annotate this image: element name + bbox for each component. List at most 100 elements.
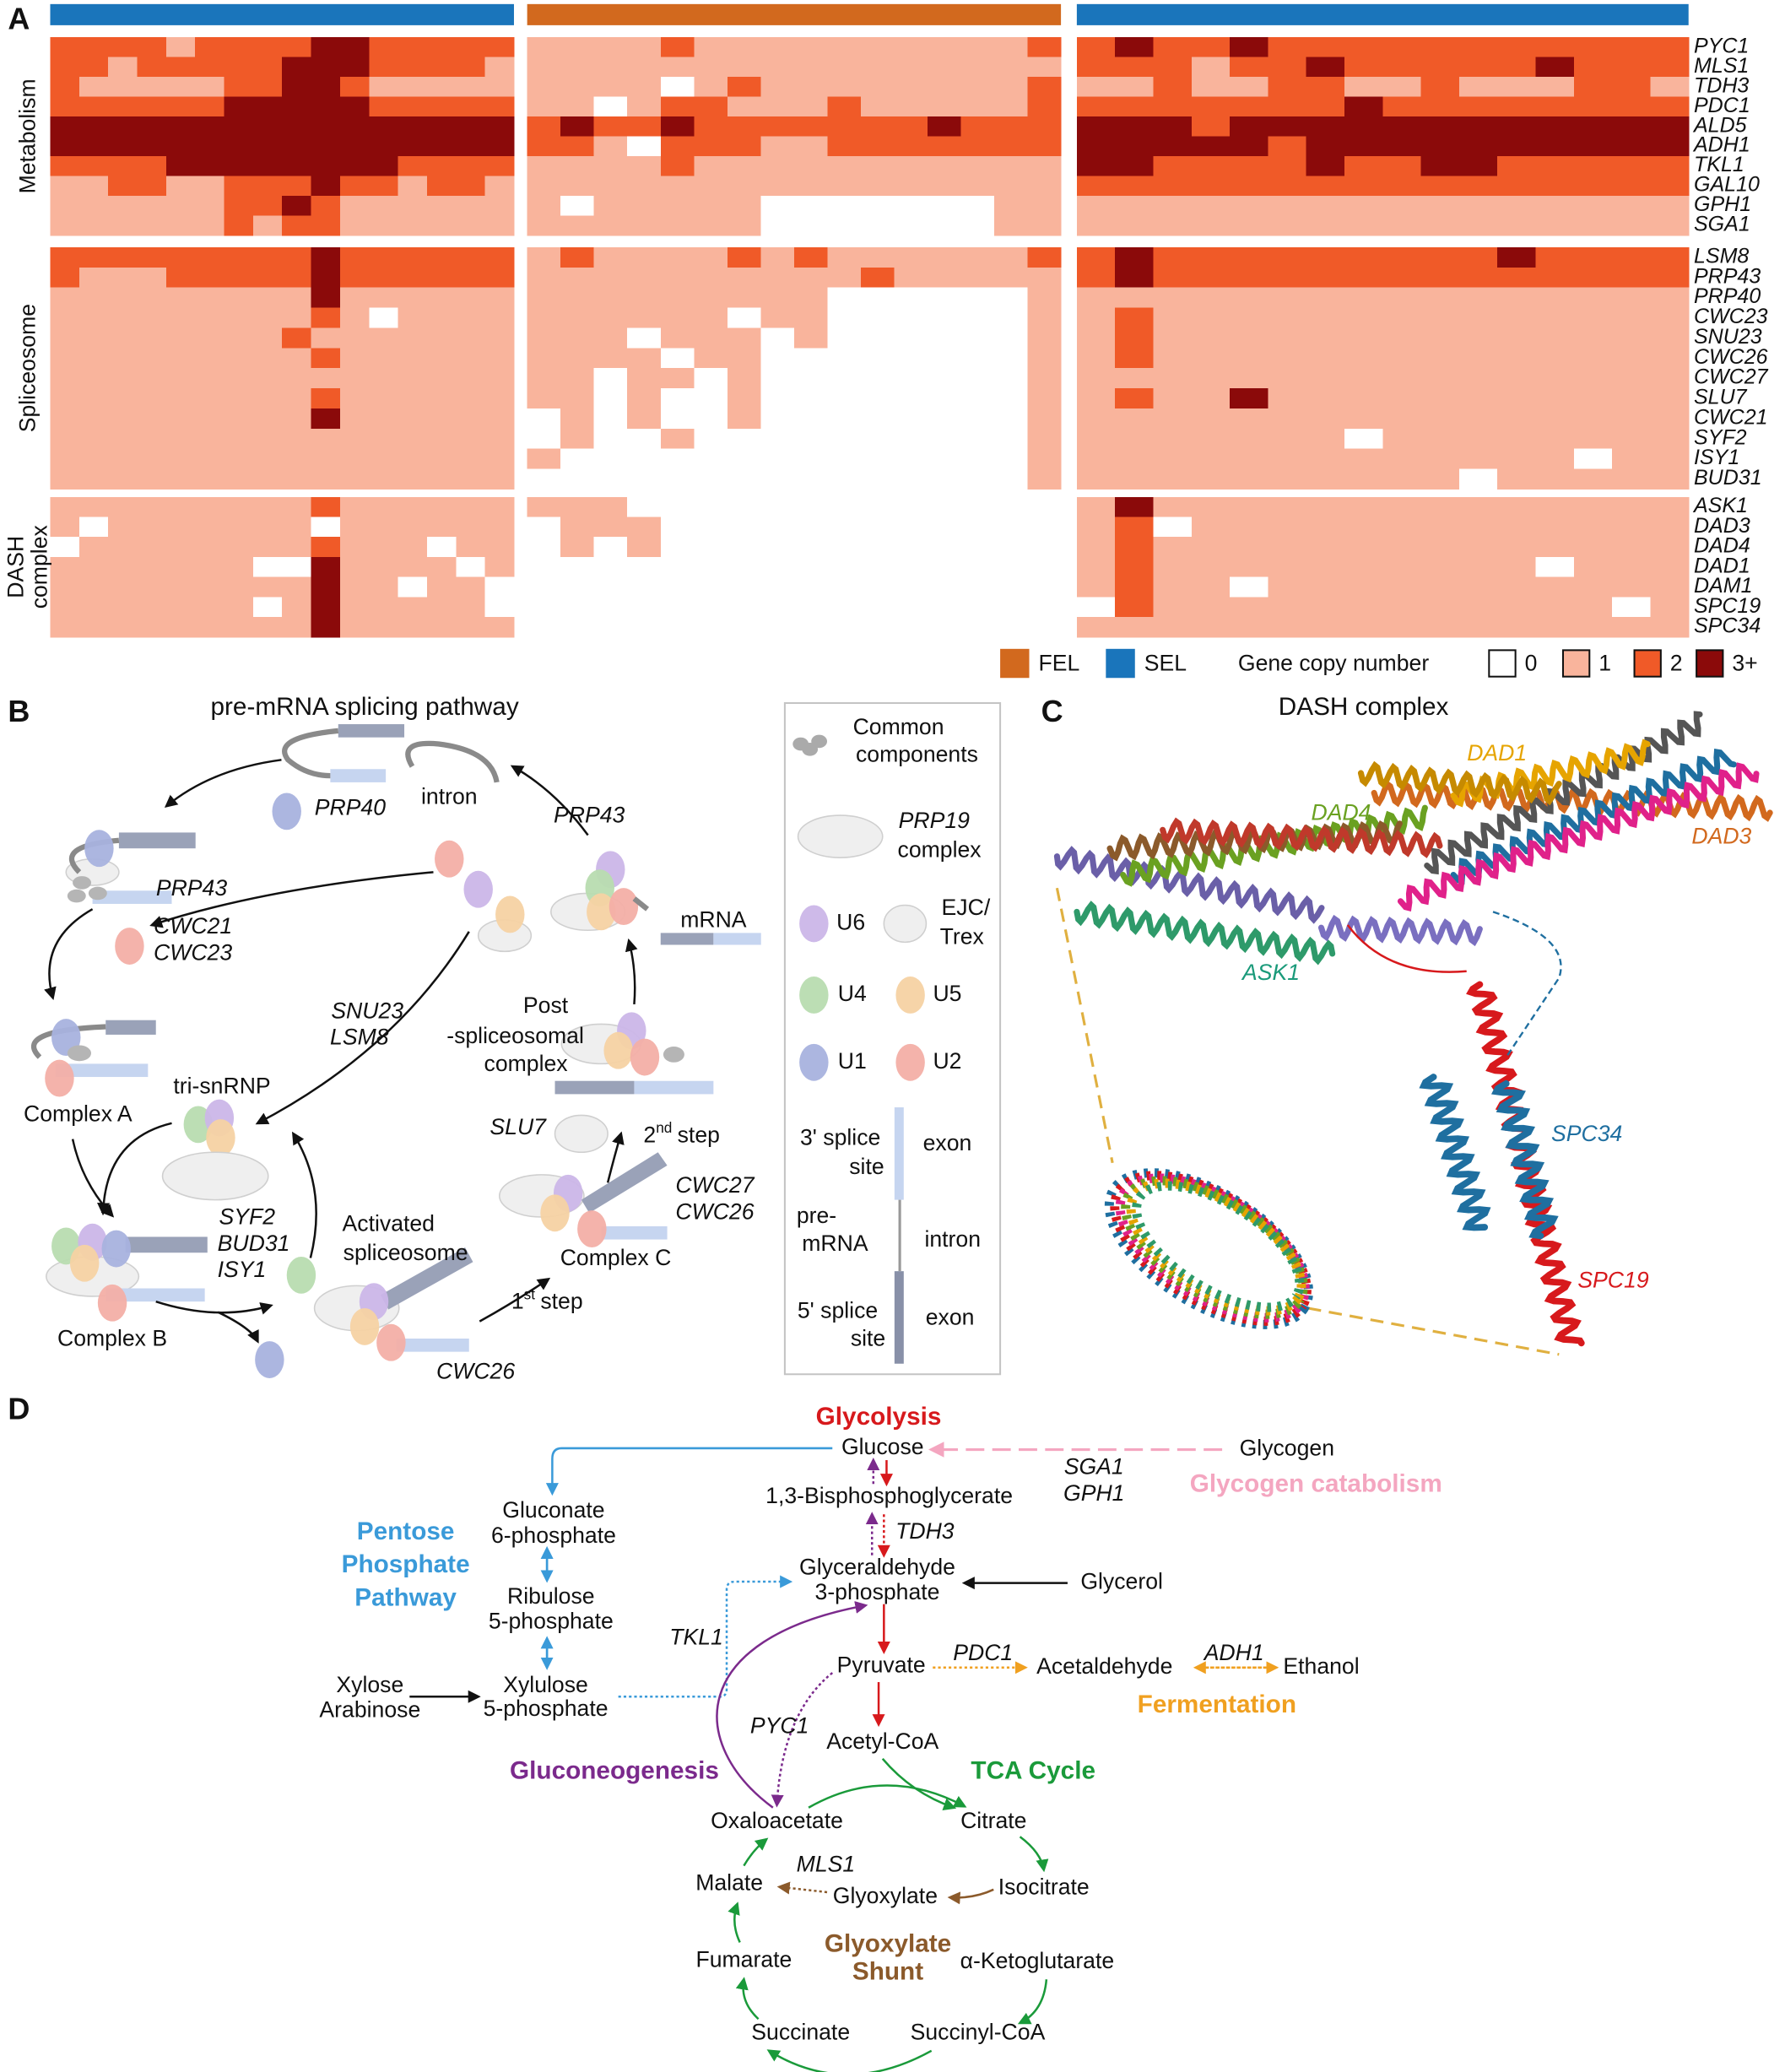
heatmap-cell — [165, 348, 196, 369]
heatmap-cell — [1191, 267, 1231, 289]
heatmap-cell — [1153, 195, 1193, 216]
heatmap-cell — [1306, 576, 1345, 598]
heatmap-cell — [311, 556, 341, 578]
heatmap-cell — [1027, 617, 1062, 638]
heatmap-cell — [827, 597, 862, 618]
heatmap-cell — [252, 307, 283, 329]
heatmap-cell — [1230, 57, 1269, 78]
legend-box — [783, 701, 1002, 1376]
heatmap-cell — [195, 246, 225, 268]
snrnp — [97, 1284, 127, 1322]
heatmap-cell — [660, 116, 695, 138]
heatmap-cell — [456, 348, 486, 369]
heatmap-cell — [1458, 287, 1498, 309]
heatmap-cell — [484, 155, 515, 176]
heatmap-cell — [252, 136, 283, 157]
heatmap-cell — [793, 468, 829, 490]
heatmap-cell — [369, 57, 399, 78]
heatmap-cell — [1115, 448, 1155, 470]
heatmap-cell — [960, 287, 995, 309]
exon-bar — [55, 1063, 149, 1078]
heatmap-cell — [894, 388, 928, 409]
exon-bar — [634, 1080, 714, 1095]
heatmap-cell — [339, 136, 370, 157]
heatmap-cell — [793, 76, 829, 98]
heatmap-cell — [484, 176, 515, 197]
heatmap-cell — [426, 597, 457, 618]
panel-label: B — [8, 694, 30, 728]
pathway-label: Acetyl-CoA — [826, 1728, 938, 1754]
heatmap-cell — [960, 36, 995, 58]
heatmap-cell — [311, 448, 341, 470]
heatmap-cell — [627, 448, 662, 470]
heatmap-cell — [108, 155, 138, 176]
heatmap-cell — [195, 307, 225, 329]
heatmap-cell — [960, 408, 995, 430]
heatmap-cell — [369, 246, 399, 268]
heatmap-cell — [1420, 96, 1460, 117]
heatmap-cell — [527, 76, 561, 98]
heatmap-cell — [527, 215, 561, 236]
heatmap-cell — [560, 496, 595, 518]
heatmap-cell — [694, 388, 728, 409]
heatmap-cell — [137, 57, 167, 78]
heatmap-cell — [1115, 348, 1155, 369]
heatmap-cell — [1268, 136, 1307, 157]
heatmap-cell — [426, 246, 457, 268]
heatmap-cell — [627, 428, 662, 450]
heatmap-cell — [960, 448, 995, 470]
heatmap-cell — [1458, 428, 1498, 450]
heatmap-cell — [78, 496, 109, 518]
legend-label: U5 — [933, 981, 961, 1006]
helix — [1053, 846, 1325, 924]
arrow — [1492, 911, 1562, 1058]
heatmap-cell — [1573, 388, 1613, 409]
heatmap-cell — [50, 215, 80, 236]
heatmap-cell — [927, 556, 962, 578]
heatmap-cell — [50, 556, 80, 578]
heatmap-cell — [78, 408, 109, 430]
heatmap-cell — [660, 448, 695, 470]
heatmap-cell — [1382, 368, 1422, 389]
heatmap-cell — [827, 408, 862, 430]
heatmap-cell — [727, 96, 761, 117]
heatmap-cell — [1612, 448, 1652, 470]
heatmap-cell — [793, 176, 829, 197]
heatmap-cell — [793, 327, 829, 349]
heatmap-cell — [282, 215, 312, 236]
diagram-label: tri-snRNP — [173, 1074, 270, 1099]
arrow — [149, 871, 434, 928]
heatmap-cell — [1230, 287, 1269, 309]
pathway-label: GPH1 — [1063, 1480, 1124, 1506]
heatmap-cell — [1153, 307, 1193, 329]
heatmap-cell — [369, 348, 399, 369]
step-label: 1st step — [511, 1285, 583, 1314]
arrow — [735, 1977, 760, 2021]
heatmap-cell — [927, 116, 962, 138]
heatmap-cell — [339, 246, 370, 268]
heatmap-cell — [627, 388, 662, 409]
heatmap-cell — [137, 576, 167, 598]
heatmap-cell — [760, 468, 795, 490]
heatmap-cell — [1535, 195, 1575, 216]
heatmap-cell — [484, 496, 515, 518]
heatmap-cell — [282, 307, 312, 329]
heatmap-cell — [1076, 348, 1116, 369]
heatmap-cell — [1027, 287, 1062, 309]
heatmap-cell — [1153, 368, 1193, 389]
heatmap-cell — [1458, 176, 1498, 197]
heatmap-cell — [1497, 246, 1537, 268]
heatmap-cell — [195, 597, 225, 618]
heatmap-cell — [860, 76, 895, 98]
heatmap-cell — [560, 448, 595, 470]
heatmap-cell — [527, 246, 561, 268]
heatmap-cell — [560, 348, 595, 369]
arrow — [479, 1277, 551, 1323]
pathway-label: ADH1 — [1203, 1640, 1264, 1665]
heatmap-cell — [1230, 215, 1269, 236]
arrow — [606, 1131, 625, 1183]
arrow — [510, 765, 589, 836]
heatmap-cell — [1076, 36, 1116, 58]
heatmap-cell — [1535, 368, 1575, 389]
heatmap-cell — [78, 448, 109, 470]
